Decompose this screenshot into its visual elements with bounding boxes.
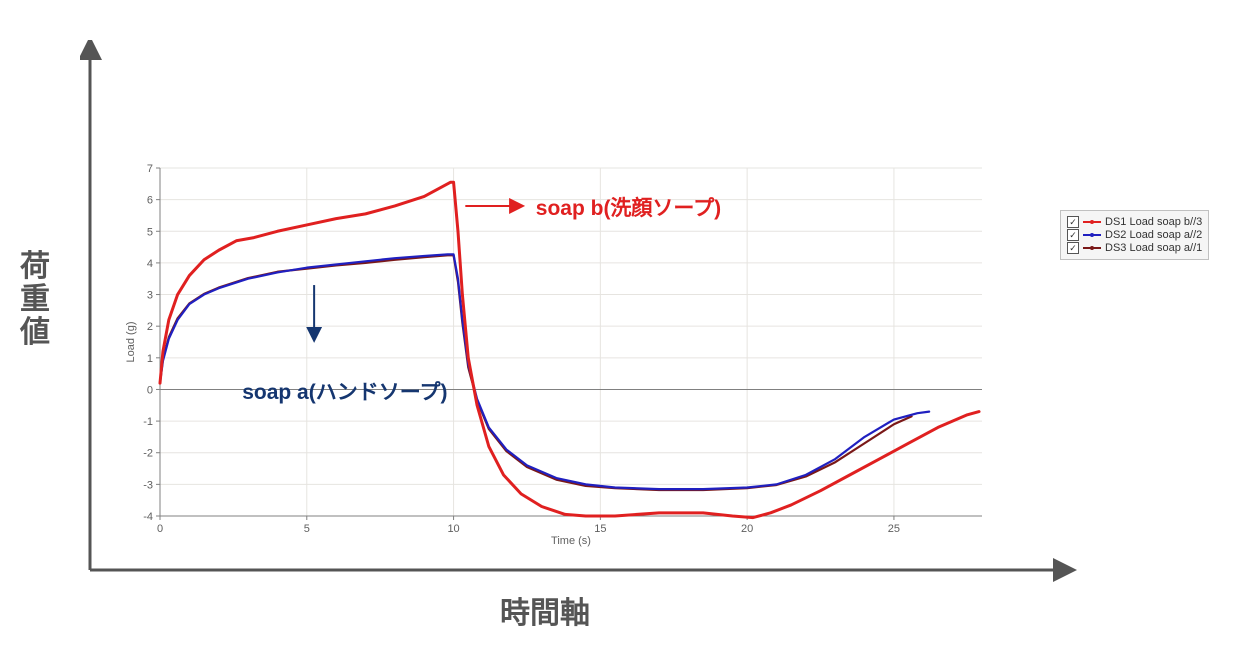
page-root: 荷 重 値 時間軸 -4-3-2-1012345670510152025Load… bbox=[0, 0, 1242, 671]
legend-label-1: DS2 Load soap a//2 bbox=[1105, 229, 1202, 241]
legend-label-2: DS3 Load soap a//1 bbox=[1105, 242, 1202, 254]
y-axis-title: 荷 重 値 bbox=[15, 250, 55, 349]
svg-text:5: 5 bbox=[304, 523, 310, 535]
svg-text:3: 3 bbox=[147, 290, 153, 302]
svg-text:25: 25 bbox=[888, 523, 900, 535]
legend-box: ✓ DS1 Load soap b//3 ✓ DS2 Load soap a//… bbox=[1060, 210, 1209, 260]
svg-text:0: 0 bbox=[157, 523, 163, 535]
legend-swatch-1 bbox=[1083, 231, 1101, 239]
svg-text:-2: -2 bbox=[143, 448, 153, 460]
y-axis-title-char2: 重 bbox=[15, 283, 55, 316]
legend-swatch-2 bbox=[1083, 244, 1101, 252]
svg-text:Load (g): Load (g) bbox=[125, 322, 137, 363]
svg-text:5: 5 bbox=[147, 226, 153, 238]
legend-row-1: ✓ DS2 Load soap a//2 bbox=[1067, 229, 1202, 241]
svg-text:6: 6 bbox=[147, 195, 153, 207]
svg-text:-3: -3 bbox=[143, 479, 153, 491]
svg-text:0: 0 bbox=[147, 384, 153, 396]
legend-row-0: ✓ DS1 Load soap b//3 bbox=[1067, 216, 1202, 228]
y-axis-title-char1: 荷 bbox=[15, 250, 55, 283]
svg-text:1: 1 bbox=[147, 353, 153, 365]
legend-checkbox-1[interactable]: ✓ bbox=[1067, 229, 1079, 241]
annotation-soap-a: soap a(ハンドソープ) bbox=[242, 376, 447, 406]
svg-text:-1: -1 bbox=[143, 416, 153, 428]
svg-text:15: 15 bbox=[594, 523, 606, 535]
svg-text:20: 20 bbox=[741, 523, 753, 535]
legend-swatch-0 bbox=[1083, 218, 1101, 226]
svg-text:7: 7 bbox=[147, 163, 153, 175]
legend-checkbox-0[interactable]: ✓ bbox=[1067, 216, 1079, 228]
svg-text:-4: -4 bbox=[143, 511, 153, 523]
svg-text:Time (s): Time (s) bbox=[551, 535, 591, 547]
legend-label-0: DS1 Load soap b//3 bbox=[1105, 216, 1202, 228]
legend-checkbox-2[interactable]: ✓ bbox=[1067, 242, 1079, 254]
svg-text:2: 2 bbox=[147, 321, 153, 333]
svg-text:10: 10 bbox=[447, 523, 459, 535]
svg-text:4: 4 bbox=[147, 258, 153, 270]
legend-row-2: ✓ DS3 Load soap a//1 bbox=[1067, 242, 1202, 254]
annotation-soap-b: soap b(洗顔ソープ) bbox=[536, 192, 721, 222]
y-axis-title-char3: 値 bbox=[15, 316, 55, 349]
